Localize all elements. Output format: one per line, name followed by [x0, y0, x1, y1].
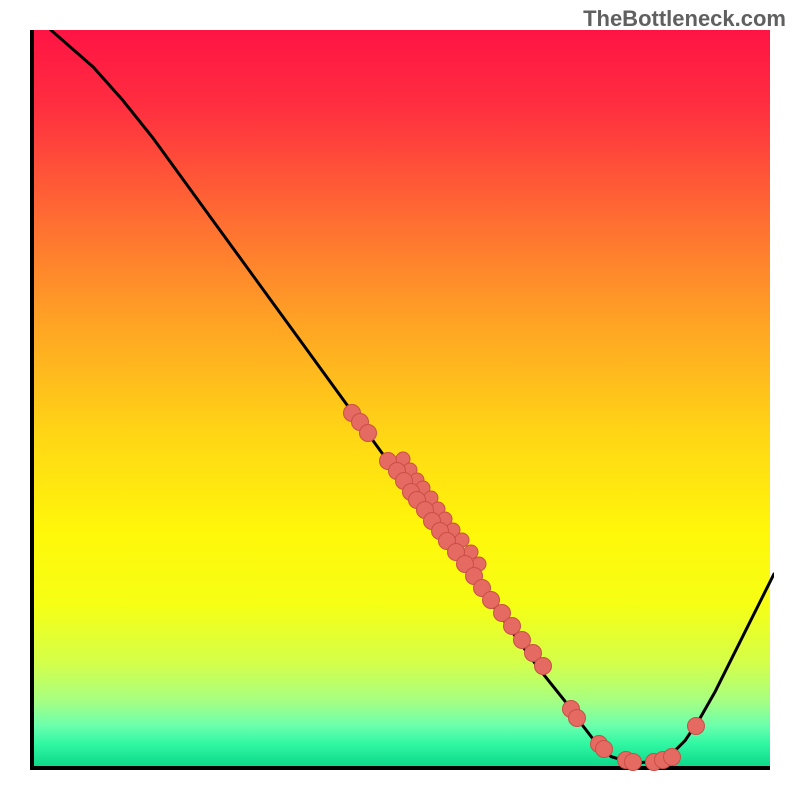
marker-online-27: [624, 753, 642, 771]
chart-root: TheBottleneck.com: [0, 0, 800, 800]
bottleneck-curve: [34, 30, 774, 763]
marker-online-23: [568, 709, 586, 727]
marker-online-21: [534, 657, 552, 675]
marker-isolated: [687, 717, 705, 735]
plot-area: [30, 30, 770, 770]
marker-online-30: [663, 748, 681, 766]
marker-online-25: [595, 740, 613, 758]
curve-layer: [34, 30, 774, 770]
marker-online-2: [359, 424, 377, 442]
watermark-text: TheBottleneck.com: [583, 6, 786, 32]
